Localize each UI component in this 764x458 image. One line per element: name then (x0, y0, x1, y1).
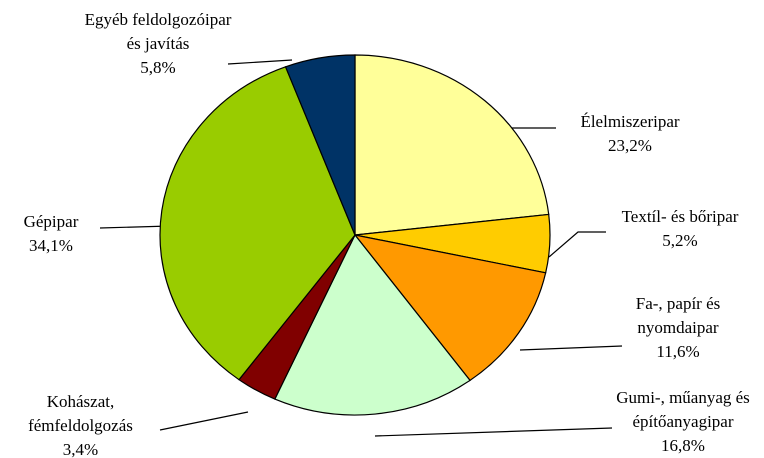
slice-label: Gumi-, műanyag és építőanyagipar 16,8% (612, 386, 754, 458)
category-label: Textíl- és bőripar (621, 207, 739, 226)
leader-line (99, 225, 171, 229)
slice-label: Egyéb feldolgozóipar és javítás 5,8% (84, 8, 232, 80)
category-label: Egyéb feldolgozóipar és javítás (84, 10, 232, 53)
value-label: 11,6% (656, 342, 700, 361)
pie-slice (354, 54, 550, 236)
value-label: 3,4% (62, 440, 99, 458)
leader-line (374, 427, 613, 437)
leader-lines (99, 59, 623, 437)
pie-slice (284, 54, 356, 236)
category-label: Élelmiszeripar (580, 112, 680, 131)
slice-label: Fa-, papír és nyomdaipar 11,6% (622, 292, 734, 364)
category-label: Gépipar (23, 212, 79, 231)
leader-line (548, 231, 606, 258)
value-label: 23,2% (608, 136, 652, 155)
category-label: Kohászat, fémfeldolgozás (28, 392, 133, 435)
slice-label: Gépipar 34,1% (5, 210, 97, 258)
pie-slice (353, 234, 547, 382)
leader-line (159, 411, 249, 431)
pie-slice (274, 233, 471, 416)
pie-slice (159, 66, 356, 381)
value-label: 5,8% (140, 58, 176, 77)
slices (159, 54, 551, 416)
slice-label: Textíl- és bőripar 5,2% (600, 205, 760, 253)
leader-line (227, 59, 293, 65)
value-label: 5,2% (662, 231, 698, 250)
category-label: Gumi-, műanyag és építőanyagipar (616, 388, 750, 431)
category-label: Fa-, papír és nyomdaipar (635, 294, 721, 337)
slice-label: Élelmiszeripar 23,2% (560, 110, 700, 158)
leader-line (519, 345, 623, 351)
value-label: 16,8% (661, 436, 705, 455)
value-label: 34,1% (29, 236, 73, 255)
slice-label: Kohászat, fémfeldolgozás 3,4% (8, 390, 153, 458)
